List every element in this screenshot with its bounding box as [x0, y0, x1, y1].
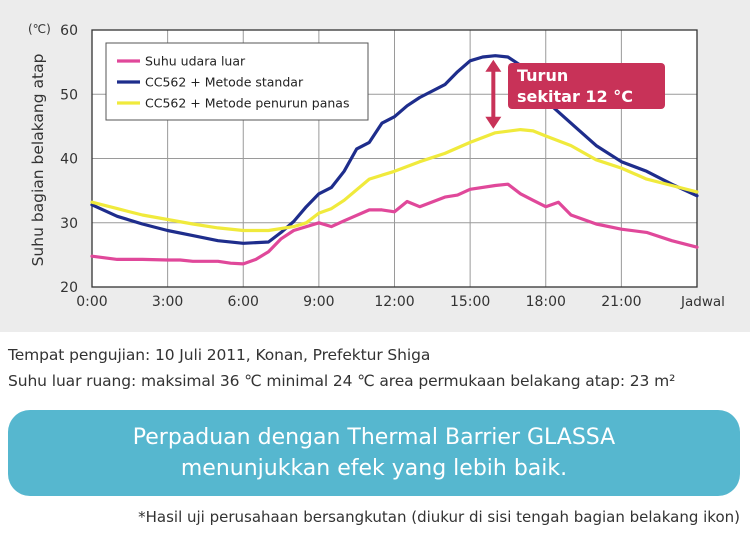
legend-label-3: CC562 + Metode penurun panas [145, 96, 349, 111]
legend-label-1: Suhu udara luar [145, 54, 246, 69]
conclusion-banner: Perpaduan dengan Thermal Barrier GLASSA … [8, 410, 740, 496]
y-tick-label: 50 [60, 87, 78, 103]
y-tick-label: 30 [60, 216, 78, 232]
annotation-line-1: Turun [517, 66, 568, 85]
x-tick-label: 18:00 [526, 294, 566, 310]
y-tick-label: 20 [60, 280, 78, 296]
x-tick-label: 3:00 [152, 294, 183, 310]
x-tick-label: 12:00 [374, 294, 414, 310]
y-tick-label: 40 [60, 152, 78, 168]
footnote: *Hasil uji perusahaan bersangkutan (diuk… [138, 508, 740, 526]
banner-line-1: Perpaduan dengan Thermal Barrier GLASSA [132, 425, 616, 450]
y-unit-label: (℃) [28, 22, 51, 36]
chart-panel: 20 30 40 50 60 0:00 3:00 6:00 9:00 12:00 15:00 18:0… [0, 0, 750, 332]
x-tick-label: 9:00 [303, 294, 334, 310]
annotation-box [508, 63, 665, 109]
x-tick-label: 15:00 [450, 294, 490, 310]
legend-label-2: CC562 + Metode standar [145, 75, 304, 90]
x-axis-label: Jadwal [680, 294, 725, 310]
test-place-note: Tempat pengujian: 10 Juli 2011, Konan, P… [8, 346, 431, 364]
conditions-note: Suhu luar ruang: maksimal 36 ℃ minimal 2… [8, 372, 676, 390]
x-tick-label: 21:00 [601, 294, 641, 310]
x-tick-label: 0:00 [76, 294, 107, 310]
annotation-arrowhead-down [485, 116, 502, 129]
series-line-3 [90, 128, 699, 233]
annotation-line-2: sekitar 12 °C [517, 87, 633, 106]
y-axis-title: Suhu bagian belakang atap [29, 54, 47, 267]
series-line-1 [90, 182, 699, 266]
y-tick-label: 60 [60, 23, 78, 39]
plot-frame [91, 29, 698, 288]
line-chart: 20 30 40 50 60 0:00 3:00 6:00 9:00 12:00 15:00 18:0… [28, 22, 725, 310]
x-tick-label: 6:00 [228, 294, 259, 310]
legend-box [105, 42, 369, 121]
annotation-arrowhead-up [485, 59, 502, 72]
banner-line-2: menunjukkan efek yang lebih baik. [180, 456, 568, 481]
